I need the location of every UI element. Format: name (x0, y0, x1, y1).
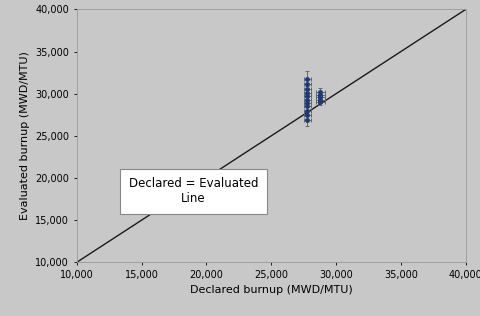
X-axis label: Declared burnup (MWD/MTU): Declared burnup (MWD/MTU) (190, 285, 353, 295)
Text: Declared = Evaluated
Line: Declared = Evaluated Line (129, 178, 258, 205)
Y-axis label: Evaluated burnup (MWD/MTU): Evaluated burnup (MWD/MTU) (20, 52, 30, 220)
